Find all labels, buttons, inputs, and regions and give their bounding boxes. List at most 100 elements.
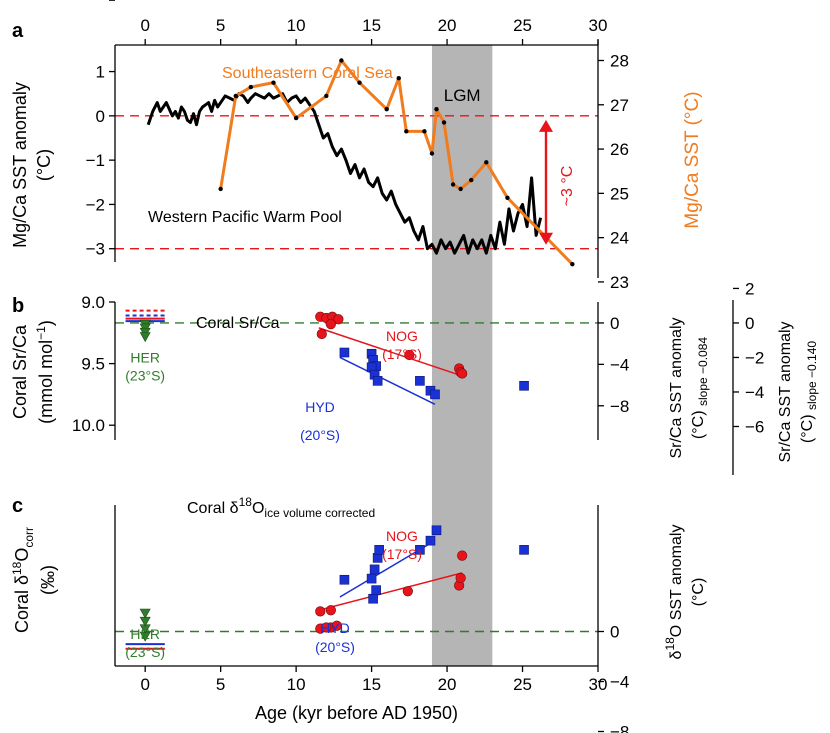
panel-c-her-label: HER bbox=[130, 626, 160, 642]
panel-c-right-axis-unit: (°C) bbox=[690, 578, 707, 607]
axes-layer bbox=[109, 0, 739, 733]
scs-series-line bbox=[219, 59, 574, 266]
panel-b-nog-trend-line bbox=[318, 327, 463, 377]
panel-c-hyd-data-point bbox=[431, 525, 442, 536]
scs-data-point bbox=[293, 115, 299, 121]
panel-b-hyd-data-point bbox=[339, 347, 350, 358]
panel-a-left-axis-unit: (°C) bbox=[34, 149, 54, 181]
anomaly-arrow-label: ~3 °C bbox=[559, 166, 576, 207]
panel-a-right-axis-tick-label: 24 bbox=[610, 229, 629, 248]
bottom-x-axis-tick-label: 10 bbox=[287, 675, 306, 694]
panel-b-hyd-data-point bbox=[372, 376, 383, 386]
panel-letter-c: c bbox=[12, 495, 23, 517]
panel-a-left-axis-tick-label: 1 bbox=[96, 63, 105, 82]
bottom-x-axis-tick-label: 15 bbox=[362, 675, 381, 694]
panel-a-right-axis-tick-label: 26 bbox=[610, 140, 629, 159]
scs-data-point bbox=[450, 182, 456, 187]
panel-c-left-axis-tick-label: NaN bbox=[71, 0, 105, 4]
panel-b-inner-right-axis-label: Sr/Ca SST anomaly bbox=[668, 317, 685, 458]
scs-data-point bbox=[324, 93, 329, 99]
panel-letter-b: b bbox=[12, 295, 24, 317]
panel-a-left-axis-label: Mg/Ca SST anomaly bbox=[10, 82, 30, 248]
top-x-axis-tick-label: 20 bbox=[438, 16, 457, 35]
panel-b-left-axis-tick-label: 9.5 bbox=[81, 355, 105, 374]
panel-c-hyd-data-point bbox=[425, 535, 436, 546]
panel-c-hyd-data-point bbox=[519, 545, 529, 555]
wpwp-series-line bbox=[146, 92, 543, 255]
panel-c-right-axis-tick-label: −4 bbox=[610, 673, 629, 692]
wpwp-series-label: Western Pacific Warm Pool bbox=[148, 209, 342, 226]
panel-a-left-axis-tick-label: −2 bbox=[86, 195, 105, 214]
panel-a-right-axis-tick-label: 25 bbox=[610, 184, 629, 203]
bottom-x-axis-tick-label: 30 bbox=[589, 675, 608, 694]
panel-b-outer-right-axis-tick-label: 2 bbox=[745, 279, 754, 298]
panel-c-nog-sublabel: (17°S) bbox=[382, 546, 422, 562]
panel-a-right-axis-label: Mg/Ca SST (°C) bbox=[682, 91, 703, 228]
panel-b-outer-right-axis-unit: (°C) slope −0.140 bbox=[799, 341, 819, 443]
panel-a-left-axis-tick-label: −1 bbox=[86, 151, 105, 170]
panel-letter-a: a bbox=[12, 20, 24, 42]
panel-a-left-axis-tick-label: −3 bbox=[86, 240, 105, 259]
panel-b-outer-right-axis-tick-label: −4 bbox=[745, 383, 764, 402]
lgm-band bbox=[431, 45, 493, 666]
anomaly-arrow-head-down bbox=[539, 232, 553, 245]
panel-b-inner-right-axis-tick-label: −8 bbox=[610, 397, 629, 416]
scs-data-point bbox=[458, 186, 463, 192]
scs-data-point bbox=[570, 262, 575, 267]
top-x-axis-tick-label: 15 bbox=[362, 16, 381, 35]
x-axis-label: Age (kyr before AD 1950) bbox=[255, 703, 458, 723]
panel-c-nog-data-point bbox=[457, 550, 468, 561]
panel-c-her-marker bbox=[139, 608, 151, 619]
panel-b-hyd-data-point bbox=[519, 380, 529, 391]
panel-b-her-label: HER bbox=[130, 350, 160, 366]
panel-b-nog-data-point bbox=[316, 328, 327, 340]
panel-c-right-axis-label: δ18O SST anomaly bbox=[663, 525, 685, 660]
panel-c-left-axis-tick-label: NaN bbox=[71, 0, 105, 4]
panel-b-hyd-data-point bbox=[430, 389, 440, 400]
panel-c-nog-data-point bbox=[315, 606, 326, 617]
panel-c-right-axis-tick-label: −8 bbox=[610, 723, 629, 733]
panel-b-left-axis-unit: (mmol mol−1) bbox=[34, 320, 56, 424]
scs-data-point bbox=[404, 129, 409, 134]
panel-a-right-axis-tick-label: 27 bbox=[610, 96, 629, 115]
scs-data-point bbox=[429, 151, 435, 156]
scs-data-point bbox=[469, 177, 474, 183]
panel-b-outer-right-axis-tick-label: −6 bbox=[745, 417, 764, 436]
panel-c-hyd-data-point bbox=[366, 573, 377, 584]
panel-a-left-axis-tick-label: 0 bbox=[96, 107, 105, 126]
scs-data-point bbox=[218, 186, 223, 192]
top-x-axis-tick-label: 30 bbox=[589, 16, 608, 35]
lgm-shade-layer bbox=[431, 45, 493, 666]
scs-data-point bbox=[396, 76, 401, 81]
panel-b-inner-right-axis-tick-label: −4 bbox=[610, 355, 629, 374]
panel-c-her-sublabel: (23°S) bbox=[125, 644, 165, 660]
panel-b-outer-right-axis-tick-label: 0 bbox=[745, 314, 754, 333]
panel-c-hyd-data-point bbox=[372, 553, 383, 563]
panel-a-right-axis-tick-label: 23 bbox=[610, 273, 629, 292]
panel-b-nog-data-point bbox=[333, 314, 344, 325]
panel-b-hyd-label: HYD bbox=[305, 399, 335, 415]
top-x-axis-tick-label: 25 bbox=[513, 16, 532, 35]
panel-b-inner-right-axis-unit: (°C) slope −0.084 bbox=[690, 337, 710, 439]
scs-data-point bbox=[434, 107, 439, 112]
panel-a-right-axis-tick-label: 28 bbox=[610, 52, 629, 71]
panel-c-nog-data-point bbox=[325, 605, 336, 616]
scs-data-point bbox=[271, 80, 276, 85]
scs-data-point bbox=[339, 58, 344, 63]
lgm-label: LGM bbox=[444, 86, 481, 105]
panel-b-outer-right-axis-label: Sr/Ca SST anomaly bbox=[777, 321, 794, 462]
scs-data-point bbox=[441, 120, 447, 125]
panel-b-hyd-sublabel: (20°S) bbox=[300, 427, 340, 443]
anomaly-arrow-head-up bbox=[539, 119, 553, 132]
panel-c-nog-label: NOG bbox=[386, 528, 418, 544]
panel-b-left-axis-tick-label: 9.0 bbox=[81, 293, 105, 312]
panel-b-left-axis-tick-label: 10.0 bbox=[72, 416, 105, 435]
panel-b-hyd-data-point bbox=[415, 376, 425, 386]
bottom-x-axis-tick-label: 20 bbox=[438, 675, 457, 694]
panel-b-outer-right-axis-tick-label: −2 bbox=[745, 348, 764, 367]
panel-c-nog-data-point bbox=[321, 622, 332, 633]
bottom-x-axis-tick-label: 5 bbox=[216, 675, 225, 694]
panel-c-hyd-data-point bbox=[369, 564, 380, 575]
